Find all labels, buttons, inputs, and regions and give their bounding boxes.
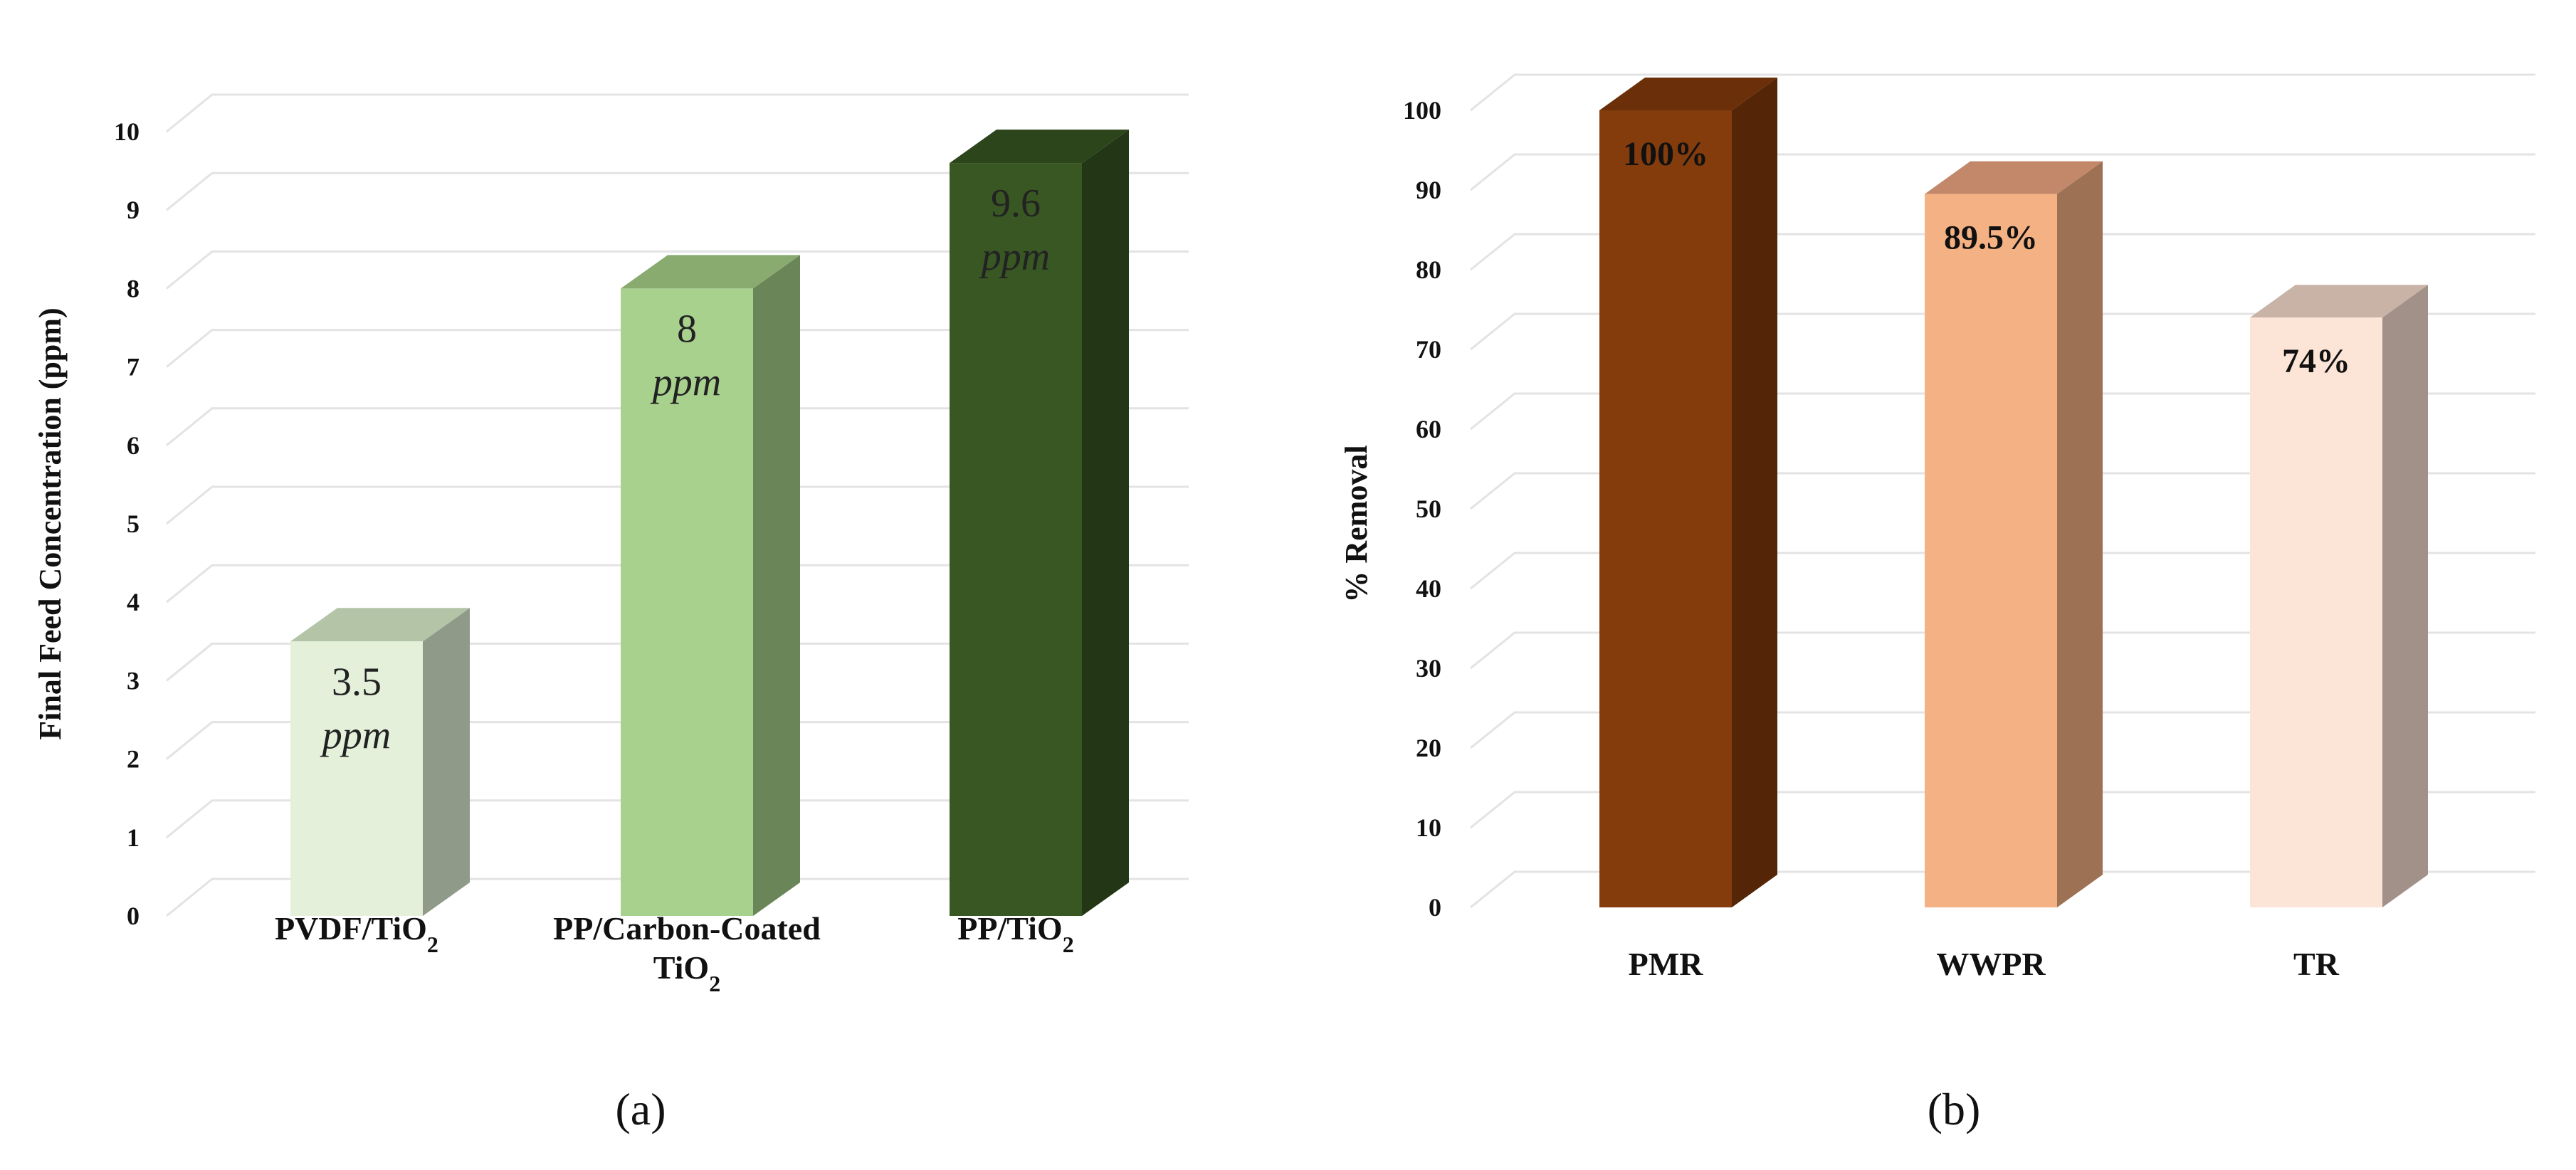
y-tick-label: 50 — [1416, 495, 1441, 523]
bar-top — [290, 608, 470, 642]
gridline — [166, 642, 1189, 682]
y-tick-label: 7 — [127, 353, 140, 381]
y-tick-label: 5 — [127, 510, 140, 538]
data-label: 3.5 — [332, 660, 382, 704]
y-tick-label: 40 — [1416, 574, 1441, 603]
y-tick-label: 1 — [127, 823, 140, 852]
y-tick-label: 30 — [1416, 654, 1441, 682]
bar — [2250, 285, 2428, 907]
x-tick-label: TR — [2293, 946, 2340, 982]
y-tick-label: 0 — [127, 902, 140, 930]
data-label-unit: ppm — [320, 713, 391, 757]
gridline — [1470, 631, 2535, 670]
panel-label: (a) — [615, 1084, 666, 1134]
bar-side — [1732, 78, 1777, 907]
bar-top — [2250, 285, 2428, 318]
bar-side — [2382, 285, 2428, 907]
y-tick-label: 8 — [127, 274, 140, 302]
bar-top — [1925, 161, 2103, 194]
gridline — [166, 329, 1189, 368]
data-label-unit: ppm — [650, 360, 721, 404]
gridline — [166, 250, 1189, 290]
x-tick-label: PVDF/TiO2 — [275, 910, 438, 957]
gridline — [166, 93, 1189, 133]
y-tick-label: 9 — [127, 196, 140, 224]
data-label: 100% — [1623, 135, 1708, 173]
x-tick-label: PP/Carbon-Coated — [553, 910, 821, 947]
bar — [621, 255, 800, 916]
bar-top — [1599, 78, 1777, 110]
chart-panel-b: 0 10 20 30 40 50 60 70 80 90 100 % Removal 100% PMR 89… — [1339, 73, 2535, 1134]
gridline — [1470, 472, 2535, 510]
bar-front — [290, 641, 423, 916]
x-tick-label: WWPR — [1936, 946, 2046, 982]
gridline — [166, 721, 1189, 760]
bar-front — [1925, 194, 2057, 908]
gridline — [1470, 791, 2535, 829]
gridline — [1470, 153, 2535, 191]
gridline — [166, 564, 1189, 604]
bar-front — [1599, 110, 1732, 907]
bar — [950, 130, 1129, 917]
y-tick-label: 80 — [1416, 255, 1441, 284]
y-tick-label: 3 — [127, 666, 140, 695]
gridline — [166, 407, 1189, 446]
gridline — [166, 172, 1189, 211]
y-tick-label: 90 — [1416, 176, 1441, 204]
y-tick-label: 6 — [127, 431, 140, 460]
chart-panel-a: 0 1 2 3 4 5 6 7 8 9 10 Final Feed Concentration (pp… — [33, 93, 1189, 1134]
data-label: 89.5% — [1944, 219, 2038, 257]
bar — [1925, 161, 2103, 908]
y-tick-label: 0 — [1429, 893, 1441, 922]
bar — [1599, 78, 1777, 907]
data-label-unit: ppm — [979, 235, 1050, 279]
y-tick-label: 2 — [127, 745, 140, 774]
y-tick-label: 60 — [1416, 415, 1441, 443]
data-label: 9.6 — [991, 181, 1041, 226]
bar-top — [950, 130, 1129, 164]
y-axis-title: Final Feed Concentration (ppm) — [33, 307, 68, 739]
gridline — [1470, 73, 2535, 112]
y-tick-label: 70 — [1416, 335, 1441, 364]
bar-side — [2057, 161, 2103, 908]
y-tick-label: 4 — [127, 588, 140, 616]
y-tick-label: 20 — [1416, 734, 1441, 762]
x-tick-label: PMR — [1629, 946, 1704, 982]
bar-front — [2250, 317, 2382, 907]
y-tick-label: 10 — [1416, 813, 1441, 842]
bar-side — [1082, 130, 1129, 917]
bar-top — [621, 255, 800, 289]
gridline — [1470, 552, 2535, 590]
gridline — [1470, 392, 2535, 431]
bar-front — [950, 163, 1082, 917]
x-tick-label: PP/TiO2 — [957, 910, 1073, 957]
y-tick-label: 10 — [114, 117, 140, 146]
gridline — [166, 485, 1189, 525]
gridline — [1470, 711, 2535, 749]
bar-side — [423, 608, 470, 916]
gridline — [1470, 870, 2535, 909]
x-tick-label-line2: TiO2 — [653, 949, 720, 996]
bar-front — [621, 288, 753, 916]
bar-side — [753, 255, 800, 916]
gridline — [166, 878, 1189, 917]
gridline — [166, 799, 1189, 838]
data-label: 74% — [2282, 342, 2350, 380]
gridline — [1470, 312, 2535, 351]
panel-label: (b) — [1928, 1084, 1981, 1134]
data-label: 8 — [677, 307, 697, 351]
y-axis-title: % Removal — [1339, 445, 1374, 602]
gridline — [1470, 233, 2535, 271]
y-tick-label: 100 — [1403, 96, 1441, 125]
bar — [290, 608, 470, 916]
